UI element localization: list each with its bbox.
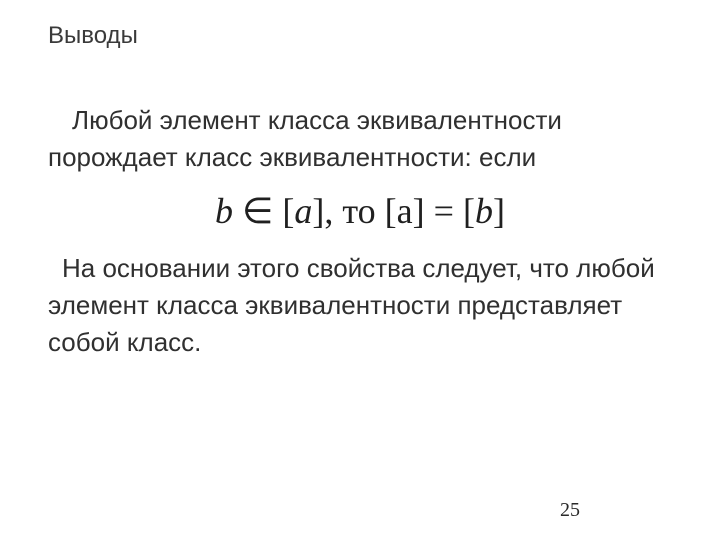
formula-a2: a <box>397 191 413 231</box>
formula-lbracket-1: [ <box>282 191 294 231</box>
slide: Выводы Любой элемент класса эквивалентно… <box>0 0 720 540</box>
formula: b ∈ [a], то [a] = [b] <box>48 190 672 232</box>
formula-rbracket-3: ] <box>493 191 505 231</box>
formula-rbracket-2: ] <box>413 191 425 231</box>
formula-lbracket-2: [ <box>385 191 397 231</box>
page-number: 25 <box>560 499 580 522</box>
formula-b: b <box>215 191 233 231</box>
paragraph-1: Любой элемент класса эквивалентности пор… <box>48 102 672 176</box>
formula-to: то <box>342 191 384 231</box>
formula-comma: , <box>324 191 342 231</box>
formula-b2: b <box>475 191 493 231</box>
formula-a1: a <box>294 191 312 231</box>
formula-lbracket-3: [ <box>463 191 475 231</box>
formula-rbracket-1: ] <box>312 191 324 231</box>
page-title: Выводы <box>48 22 672 50</box>
paragraph-2: На основании этого свойства следует, что… <box>48 250 672 361</box>
formula-eq: = <box>425 191 463 231</box>
formula-elem: ∈ <box>233 191 282 231</box>
